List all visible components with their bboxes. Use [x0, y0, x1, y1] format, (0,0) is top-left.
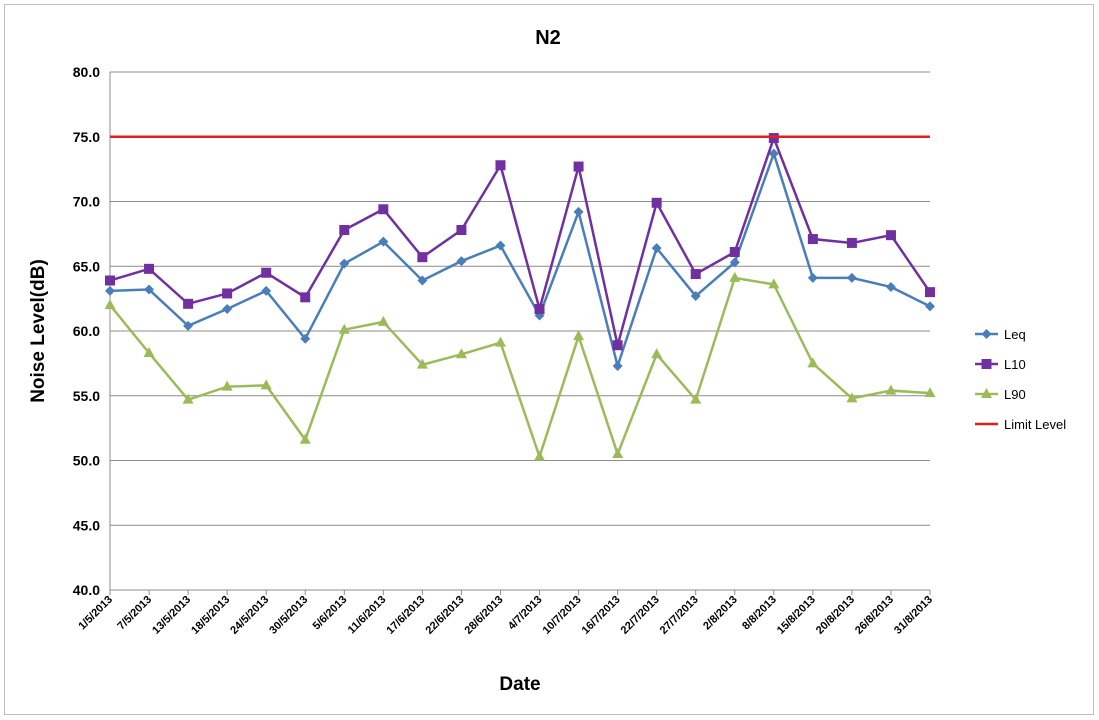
y-tick-label: 45.0: [73, 517, 100, 533]
point: [183, 298, 194, 309]
point: [690, 291, 701, 302]
point: [495, 240, 506, 251]
point: [417, 275, 428, 286]
series-line: [109, 134, 932, 346]
point: [573, 330, 585, 341]
series-line: [109, 276, 931, 461]
legend-label: Leq: [1004, 327, 1026, 342]
point: [768, 148, 779, 159]
legend-label: L90: [1004, 387, 1026, 402]
point: [105, 275, 115, 286]
point: [846, 392, 858, 403]
point: [768, 278, 780, 289]
point: [261, 285, 272, 296]
point: [221, 380, 233, 391]
point: [300, 292, 311, 303]
point: [612, 360, 623, 371]
point: [690, 269, 701, 280]
point: [573, 161, 584, 172]
y-tick-label: 70.0: [73, 194, 100, 210]
point: [455, 348, 467, 359]
point: [377, 315, 389, 326]
point: [807, 357, 819, 368]
point: [378, 236, 389, 247]
point: [299, 433, 311, 444]
point: [183, 320, 194, 331]
point: [690, 393, 702, 404]
y-tick-label: 65.0: [73, 258, 100, 274]
point: [729, 271, 741, 282]
x-axis-label: Date: [499, 674, 540, 695]
y-tick-label: 40.0: [73, 582, 100, 598]
point: [925, 287, 935, 298]
chart-title: N2: [535, 27, 561, 49]
point: [534, 450, 546, 461]
point: [534, 303, 545, 314]
point: [416, 358, 428, 369]
point: [651, 243, 662, 254]
point: [612, 448, 624, 459]
series-line: [109, 149, 931, 371]
point: [339, 224, 350, 235]
point: [651, 348, 663, 359]
point: [495, 160, 506, 171]
point: [143, 347, 155, 358]
y-tick-label: 50.0: [73, 453, 100, 469]
point: [456, 224, 467, 235]
point: [338, 323, 350, 334]
point: [378, 204, 389, 215]
point: [339, 258, 350, 269]
y-tick-label: 80.0: [73, 64, 100, 80]
y-tick-label: 55.0: [73, 388, 100, 404]
y-axis-label: Noise Level(dB): [28, 259, 49, 403]
point: [925, 301, 935, 312]
point: [846, 272, 857, 283]
point: [182, 393, 194, 404]
legend-marker: [981, 388, 992, 398]
legend-marker: [981, 329, 992, 339]
point: [846, 237, 857, 248]
chart-frame: [4, 4, 1094, 715]
point: [573, 206, 584, 217]
point: [885, 384, 897, 395]
point: [494, 336, 506, 347]
point: [300, 333, 311, 344]
y-tick-label: 60.0: [73, 323, 100, 339]
point: [807, 272, 818, 283]
point: [222, 303, 233, 314]
legend-label: Limit Level: [1004, 417, 1066, 432]
point: [456, 256, 467, 267]
y-tick-label: 75.0: [73, 129, 100, 145]
point: [885, 281, 896, 292]
point: [729, 257, 740, 268]
point: [768, 133, 779, 144]
point: [144, 263, 155, 274]
point: [924, 387, 936, 398]
legend-marker: [981, 359, 992, 369]
point: [222, 288, 233, 299]
point: [144, 284, 155, 295]
point: [105, 285, 115, 296]
point: [651, 197, 662, 208]
point: [417, 252, 428, 263]
point: [885, 230, 896, 241]
point: [729, 247, 740, 258]
legend-label: L10: [1004, 357, 1026, 372]
point: [104, 299, 116, 310]
point: [261, 267, 272, 278]
point: [807, 234, 818, 245]
point: [612, 340, 623, 351]
point: [260, 379, 272, 390]
